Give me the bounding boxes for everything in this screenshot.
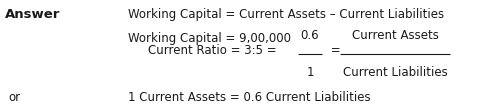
Text: 0.6: 0.6 bbox=[300, 29, 319, 42]
Text: =: = bbox=[327, 44, 344, 56]
Text: Working Capital = Current Assets – Current Liabilities: Working Capital = Current Assets – Curre… bbox=[128, 8, 444, 21]
Text: Current Assets: Current Assets bbox=[352, 29, 438, 42]
Text: 1 Current Assets = 0.6 Current Liabilities: 1 Current Assets = 0.6 Current Liabiliti… bbox=[128, 91, 371, 104]
Text: Answer: Answer bbox=[5, 8, 60, 21]
Text: Working Capital = 9,00,000: Working Capital = 9,00,000 bbox=[128, 32, 291, 45]
Text: Current Liabilities: Current Liabilities bbox=[343, 66, 448, 79]
Text: Current Ratio = 3:5 =: Current Ratio = 3:5 = bbox=[148, 44, 281, 56]
Text: 1: 1 bbox=[306, 66, 314, 79]
Text: or: or bbox=[8, 91, 20, 104]
